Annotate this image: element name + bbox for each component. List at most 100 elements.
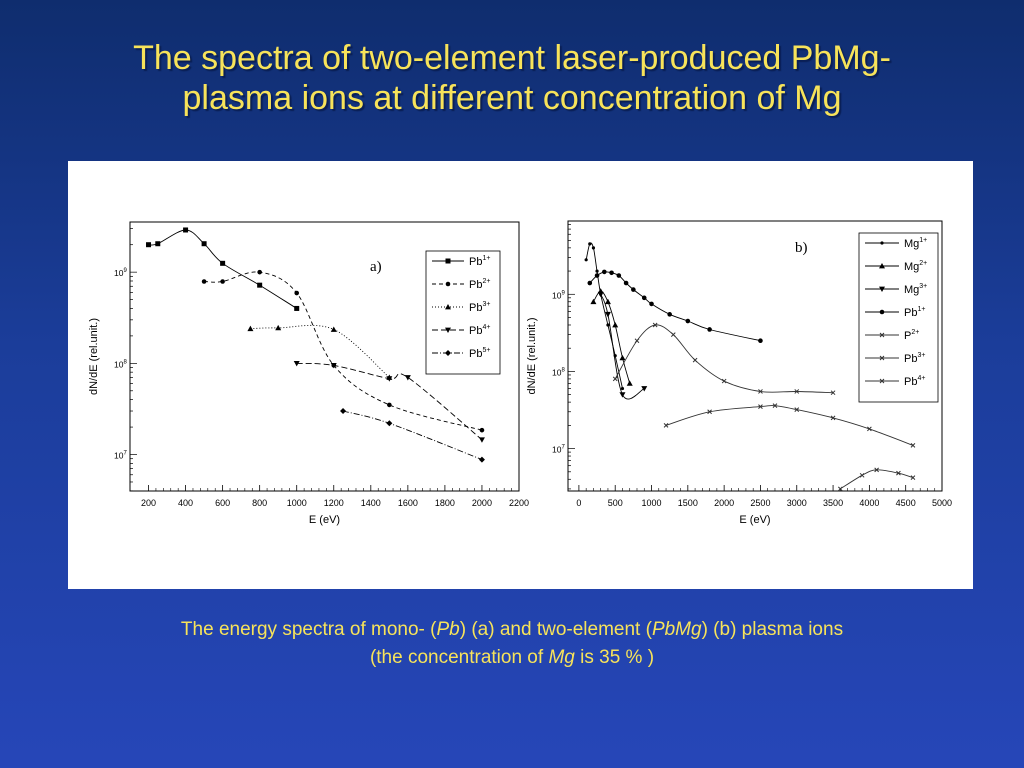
- x-axis-label: E (eV): [739, 514, 770, 526]
- figure-svg: 200 400 600 800 1000 1200 1400 1600 1800 2000 2200…: [88, 220, 952, 526]
- legend-marker: [445, 281, 451, 287]
- data-point: [641, 295, 647, 301]
- data-point: [247, 325, 254, 332]
- data-point: [634, 338, 640, 344]
- x-tick-label: 1000: [287, 498, 307, 508]
- data-point: [910, 443, 916, 448]
- legend-box: [858, 232, 939, 403]
- data-point: [220, 279, 225, 284]
- data-point: [201, 241, 207, 247]
- data-point: [794, 389, 800, 394]
- x-tick-label: 1200: [324, 498, 344, 508]
- legend-entry-name: Pb: [469, 348, 482, 360]
- legend-marker: [879, 378, 885, 384]
- data-point: [386, 420, 393, 427]
- data-point: [479, 427, 485, 433]
- series-pb-1plus: [146, 227, 300, 311]
- y-tick-base: 10: [114, 268, 124, 278]
- legend-entry: Pb1+: [904, 306, 925, 319]
- caption-line-2: (the concentration of Mg is 35 % ): [40, 644, 984, 672]
- y-tick-exponent: 7: [561, 445, 565, 451]
- caption-line-1: The energy spectra of mono- (Pb) (a) and…: [40, 616, 984, 644]
- data-point: [631, 287, 636, 292]
- y-axis-label: dN/dE (rel.unit.): [88, 318, 100, 395]
- legend-entry: Pb3+: [904, 352, 925, 365]
- data-point: [652, 322, 658, 328]
- data-point: [874, 467, 879, 473]
- data-point: [663, 422, 669, 428]
- legend-entry: Pb2+: [469, 278, 490, 291]
- x-tick-label: 3500: [823, 498, 843, 508]
- x-tick-label: 5000: [932, 498, 952, 508]
- data-point: [595, 269, 599, 273]
- legend-marker: [879, 286, 885, 292]
- chart-b: 0 500 1000 1500 2000 2500 3000 3500 4000 4500 5000…: [526, 220, 952, 526]
- data-point: [404, 375, 411, 381]
- data-point: [478, 456, 485, 463]
- legend-entry: P2+: [904, 329, 919, 342]
- data-point: [386, 376, 393, 382]
- y-tick-label: 109: [552, 290, 565, 300]
- legend-entry-charge: 3+: [919, 283, 927, 290]
- plot-frame: [129, 221, 520, 492]
- y-tick-label: 109: [114, 268, 127, 278]
- x-tick-label: 400: [178, 498, 193, 508]
- series-line: [614, 324, 834, 394]
- data-point: [612, 376, 618, 382]
- data-point: [794, 407, 800, 412]
- data-point: [685, 318, 691, 324]
- data-point: [330, 326, 337, 332]
- series-line: [250, 324, 390, 378]
- caption-mg: Mg: [548, 647, 575, 668]
- legend-marker: [445, 350, 451, 356]
- legend-entry-charge: 2+: [482, 278, 490, 285]
- x-tick-label: 200: [141, 498, 156, 508]
- data-point: [830, 415, 836, 421]
- slide-title: The spectra of two-element laser-produce…: [60, 38, 964, 118]
- data-point: [591, 246, 596, 250]
- x-tick-label: 1000: [641, 498, 661, 508]
- data-point: [387, 402, 392, 408]
- data-point: [588, 242, 592, 246]
- data-point: [707, 327, 712, 332]
- data-point: [758, 404, 763, 409]
- caption-text-1: The energy spectra of mono- (: [180, 619, 437, 640]
- data-point: [758, 338, 763, 344]
- data-point: [606, 323, 610, 327]
- series-mg-1plus: [584, 242, 625, 391]
- data-point: [293, 360, 300, 367]
- data-point: [609, 270, 614, 276]
- slide-title-line-2: plasma ions at different concentration o…: [182, 79, 842, 117]
- data-point: [626, 380, 633, 386]
- x-tick-label: 2200: [509, 498, 529, 508]
- x-axis-label: E (eV): [309, 514, 340, 526]
- data-point: [146, 242, 152, 248]
- data-point: [649, 301, 654, 307]
- x-tick-label: 2500: [750, 498, 770, 508]
- data-point: [758, 389, 763, 394]
- data-point: [590, 298, 597, 305]
- data-point: [641, 386, 648, 392]
- slide-title-line-1: The spectra of two-element laser-produce…: [133, 39, 891, 77]
- data-point: [257, 282, 263, 288]
- legend-entry: Pb5+: [469, 347, 490, 360]
- data-point: [612, 321, 619, 328]
- x-tick-label: 1600: [398, 498, 418, 508]
- legend-entry: Pb4+: [904, 375, 925, 388]
- legend-marker: [879, 332, 885, 338]
- panel-label: a): [370, 259, 382, 275]
- legend-entry-name: Pb: [469, 279, 482, 291]
- legend-entry-charge: 4+: [482, 324, 490, 331]
- legend-entry-name: Mg: [904, 261, 919, 273]
- legend-marker: [879, 309, 885, 315]
- data-point: [772, 403, 778, 409]
- data-point: [587, 280, 593, 286]
- caption-text-3: ) (b) plasma ions: [701, 619, 844, 640]
- legend-marker: [445, 304, 451, 310]
- data-point: [667, 312, 672, 317]
- data-point: [155, 241, 161, 247]
- data-point: [275, 324, 282, 331]
- legend-entry-charge: 4+: [917, 375, 925, 382]
- data-point: [201, 279, 207, 284]
- data-point: [619, 392, 626, 398]
